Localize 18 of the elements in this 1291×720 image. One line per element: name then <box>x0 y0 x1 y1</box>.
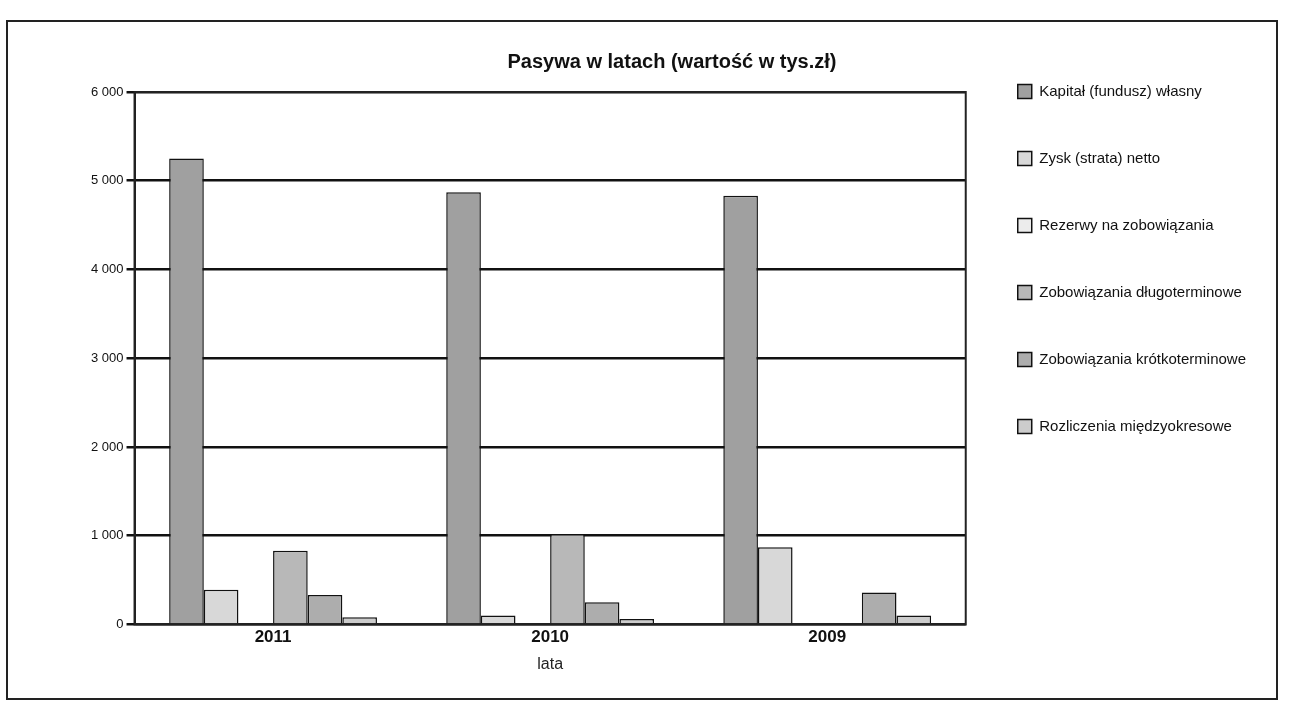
y-tick-label: 2 000 <box>90 438 124 454</box>
y-tick-label: 4 000 <box>90 261 124 277</box>
x-tick-label: 2009 <box>808 627 847 647</box>
y-tick-label: 3 000 <box>90 349 124 365</box>
x-tick-label: 2010 <box>531 627 570 647</box>
legend-label: Kapitał (fundusz) własny <box>1039 81 1203 99</box>
chart-title: Pasywa w latach (wartość w tys.zł) <box>507 49 837 72</box>
y-tick-label: 1 000 <box>90 527 124 543</box>
y-tick-label: 5 000 <box>90 172 124 188</box>
y-tick-label: 0 <box>116 615 124 631</box>
y-tick-label: 6 000 <box>90 83 124 99</box>
legend-label: Zysk (strata) netto <box>1039 148 1161 166</box>
x-axis-title: lata <box>537 654 564 672</box>
legend-label: Zobowiązania krótkoterminowe <box>1039 349 1246 367</box>
legend-label: Rezerwy na zobowiązania <box>1039 215 1215 233</box>
legend-label: Zobowiązania długoterminowe <box>1039 282 1242 300</box>
legend-label: Rozliczenia międzyokresowe <box>1039 416 1232 434</box>
x-tick-label: 2011 <box>254 627 292 647</box>
